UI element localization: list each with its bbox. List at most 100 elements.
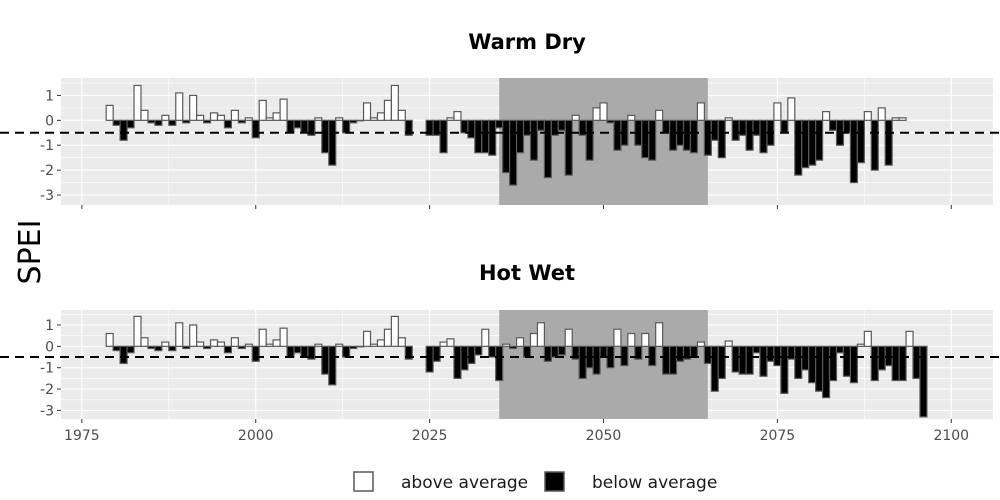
bar-below-average	[745, 345, 754, 375]
bar-above-average	[369, 343, 379, 347]
bar-below-average	[717, 345, 726, 379]
legend-key-above	[353, 471, 374, 492]
bar-above-average	[216, 341, 226, 347]
bar-below-average	[119, 345, 128, 365]
bar-below-average	[202, 119, 212, 124]
bar-above-average	[898, 117, 907, 121]
legend: above average below average	[353, 471, 717, 493]
bar-above-average	[592, 107, 601, 121]
bar-above-average	[230, 337, 239, 347]
x-tick-label: 2075	[760, 428, 796, 444]
bar-above-average	[390, 84, 399, 121]
bar-above-average	[161, 341, 170, 347]
bar-below-average	[342, 345, 351, 358]
bar-above-average	[696, 341, 705, 347]
bar-above-average	[641, 332, 650, 347]
bar-below-average	[202, 345, 212, 350]
bar-below-average	[759, 119, 768, 154]
bar-below-average	[529, 119, 539, 161]
bar-below-average	[599, 345, 608, 358]
bar-above-average	[397, 337, 406, 347]
bar-below-average	[550, 345, 559, 358]
bar-below-average	[794, 119, 803, 176]
bar-below-average	[662, 119, 671, 134]
bar-below-average	[495, 119, 504, 129]
bar-below-average	[773, 345, 782, 367]
bar-above-average	[314, 343, 323, 347]
bar-below-average	[182, 119, 191, 124]
bar-below-average	[460, 345, 469, 371]
bar-above-average	[773, 102, 782, 121]
bar-below-average	[856, 119, 865, 164]
bar-below-average	[842, 119, 852, 134]
bar-below-average	[759, 345, 768, 377]
bar-below-average	[689, 119, 699, 154]
bar-above-average	[335, 343, 344, 347]
bar-below-average	[147, 119, 156, 124]
bar-above-average	[265, 117, 274, 121]
bar-below-average	[710, 345, 719, 392]
bar-below-average	[112, 119, 121, 126]
bar-above-average	[133, 84, 142, 121]
bar-above-average	[696, 102, 705, 121]
bar-below-average	[182, 345, 191, 350]
bar-below-average	[717, 119, 726, 159]
bar-below-average	[780, 119, 789, 134]
bar-above-average	[446, 117, 455, 121]
bar-below-average	[884, 345, 893, 367]
bar-above-average	[209, 339, 219, 347]
bar-below-average	[766, 345, 775, 362]
bar-above-average	[314, 117, 323, 121]
bar-below-average	[488, 119, 497, 156]
y-tick-label: 1	[45, 88, 54, 104]
bar-above-average	[244, 117, 253, 121]
bar-below-average	[168, 119, 177, 126]
panel-title-warm-dry: Warm Dry	[468, 30, 586, 54]
bar-below-average	[147, 345, 156, 350]
bar-below-average	[425, 345, 434, 373]
bar-below-average	[349, 345, 358, 350]
bar-above-average	[376, 339, 386, 347]
bar-above-average	[161, 114, 170, 121]
bar-above-average	[564, 328, 573, 347]
bar-above-average	[209, 112, 219, 121]
bar-above-average	[627, 332, 636, 347]
bar-below-average	[675, 345, 685, 362]
bar-below-average	[585, 119, 594, 161]
bar-above-average	[196, 114, 205, 121]
bar-below-average	[808, 119, 817, 166]
bar-above-average	[529, 332, 539, 347]
bar-below-average	[662, 345, 671, 375]
bar-above-average	[877, 107, 886, 121]
bar-below-average	[557, 119, 566, 131]
bar-above-average	[189, 94, 198, 121]
bar-above-average	[724, 340, 733, 347]
bar-above-average	[439, 341, 448, 347]
bar-below-average	[251, 345, 260, 362]
bar-below-average	[293, 119, 302, 129]
bar-below-average	[606, 119, 615, 124]
bar-below-average	[870, 345, 879, 382]
panel-title-hot-wet: Hot Wet	[479, 261, 575, 285]
bar-below-average	[223, 119, 233, 129]
bar-above-average	[175, 92, 184, 121]
bar-below-average	[119, 119, 128, 141]
bar-below-average	[668, 119, 678, 151]
bar-below-average	[307, 345, 316, 360]
bar-below-average	[620, 345, 629, 367]
y-tick-label: 1	[45, 318, 54, 334]
bar-below-average	[884, 119, 893, 166]
bar-below-average	[543, 345, 552, 362]
bar-above-average	[362, 330, 372, 347]
bar-above-average	[133, 315, 142, 347]
bar-above-average	[140, 337, 149, 347]
x-tick-label: 2000	[238, 428, 274, 444]
bar-above-average	[627, 114, 636, 121]
bar-above-average	[356, 119, 365, 122]
bar-below-average	[877, 345, 886, 371]
bar-below-average	[502, 119, 511, 174]
y-tick-label: -1	[40, 361, 54, 377]
bar-above-average	[446, 338, 455, 347]
x-tick-label: 1975	[64, 428, 100, 444]
bar-below-average	[286, 345, 295, 358]
